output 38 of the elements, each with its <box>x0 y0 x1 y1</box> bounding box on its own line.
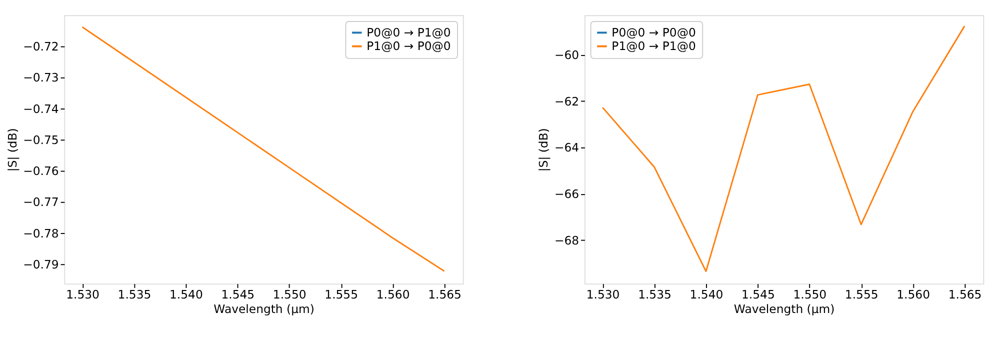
legend-label: P1@0 → P0@0 <box>366 39 451 54</box>
y-tick-label: −64 <box>554 140 580 155</box>
x-tick-label: 1.560 <box>896 288 930 302</box>
x-tick-label: 1.545 <box>221 288 255 302</box>
x-tick-label: 1.565 <box>428 288 462 302</box>
y-tick-label: −0.78 <box>23 226 59 240</box>
y-tick-label: −60 <box>554 48 580 62</box>
x-tick-label: 1.555 <box>324 288 358 302</box>
y-tick-label: −0.77 <box>23 195 59 210</box>
x-tick-label: 1.540 <box>170 288 203 302</box>
x-tick-label: 1.545 <box>741 288 775 302</box>
y-tick-label: −0.72 <box>23 40 59 54</box>
y-tick-label: −0.79 <box>23 257 59 272</box>
x-axis-title: Wavelength (µm) <box>214 302 314 316</box>
x-axis-title: Wavelength (µm) <box>734 302 835 316</box>
x-tick-label: 1.540 <box>690 288 724 302</box>
x-tick-label: 1.550 <box>272 288 306 302</box>
y-tick-label: −0.76 <box>23 164 59 178</box>
y-tick-label: −66 <box>554 187 580 202</box>
y-tick-label: −62 <box>554 94 580 108</box>
x-tick-label: 1.535 <box>118 288 152 302</box>
legend-label: P0@0 → P1@0 <box>366 26 451 40</box>
legend-label: P1@0 → P1@0 <box>612 39 696 54</box>
x-tick-label: 1.555 <box>844 288 878 302</box>
y-tick-label: −0.74 <box>23 102 59 116</box>
x-tick-label: 1.565 <box>948 288 982 302</box>
x-tick-label: 1.550 <box>793 288 827 302</box>
x-tick-label: 1.535 <box>638 288 672 302</box>
x-tick-label: 1.530 <box>586 288 620 302</box>
y-tick-label: −0.73 <box>23 70 59 85</box>
y-axis-title: |S| (dB) <box>5 128 20 172</box>
y-tick-label: −68 <box>554 233 580 248</box>
x-tick-label: 1.560 <box>376 288 410 302</box>
y-tick-label: −0.75 <box>23 132 59 147</box>
x-tick-label: 1.530 <box>66 288 100 302</box>
line-series <box>602 25 966 272</box>
y-axis-title: |S| (dB) <box>536 128 551 172</box>
legend-label: P0@0 → P0@0 <box>612 26 696 40</box>
